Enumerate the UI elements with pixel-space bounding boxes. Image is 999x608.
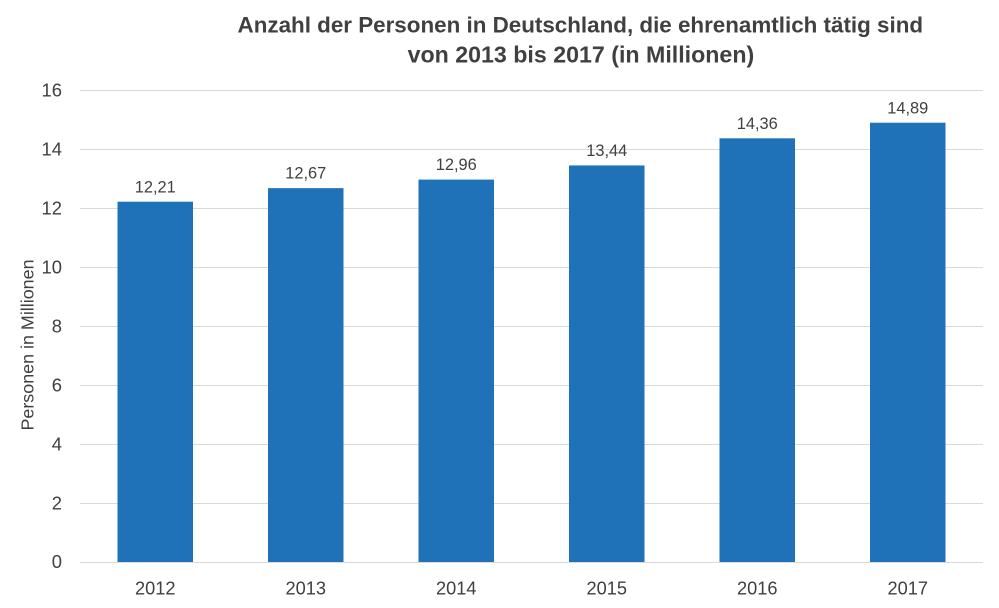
- svg-text:14,36: 14,36: [737, 115, 778, 133]
- svg-text:2014: 2014: [436, 579, 476, 599]
- svg-text:12,21: 12,21: [135, 178, 176, 196]
- svg-text:4: 4: [52, 433, 62, 454]
- svg-text:Anzahl der Personen in Deutsch: Anzahl der Personen in Deutschland, die …: [238, 13, 924, 38]
- svg-text:2012: 2012: [135, 579, 175, 599]
- svg-text:2015: 2015: [587, 579, 627, 599]
- svg-text:14,89: 14,89: [887, 99, 928, 117]
- svg-text:Personen in Millionen: Personen in Millionen: [18, 259, 38, 430]
- svg-text:12: 12: [42, 198, 62, 219]
- svg-text:2: 2: [52, 492, 62, 513]
- svg-text:13,44: 13,44: [586, 142, 627, 160]
- svg-text:von 2013 bis 2017 (in Millione: von 2013 bis 2017 (in Millionen): [408, 41, 755, 67]
- svg-text:12,67: 12,67: [285, 165, 326, 183]
- svg-text:14: 14: [42, 139, 62, 160]
- svg-text:2016: 2016: [737, 579, 777, 599]
- svg-text:16: 16: [42, 80, 62, 101]
- svg-text:2017: 2017: [888, 579, 928, 599]
- svg-text:10: 10: [42, 257, 62, 278]
- svg-text:2013: 2013: [286, 579, 326, 599]
- svg-text:12,96: 12,96: [436, 156, 477, 174]
- svg-text:0: 0: [52, 551, 62, 572]
- svg-text:8: 8: [52, 315, 62, 336]
- svg-text:6: 6: [52, 374, 62, 395]
